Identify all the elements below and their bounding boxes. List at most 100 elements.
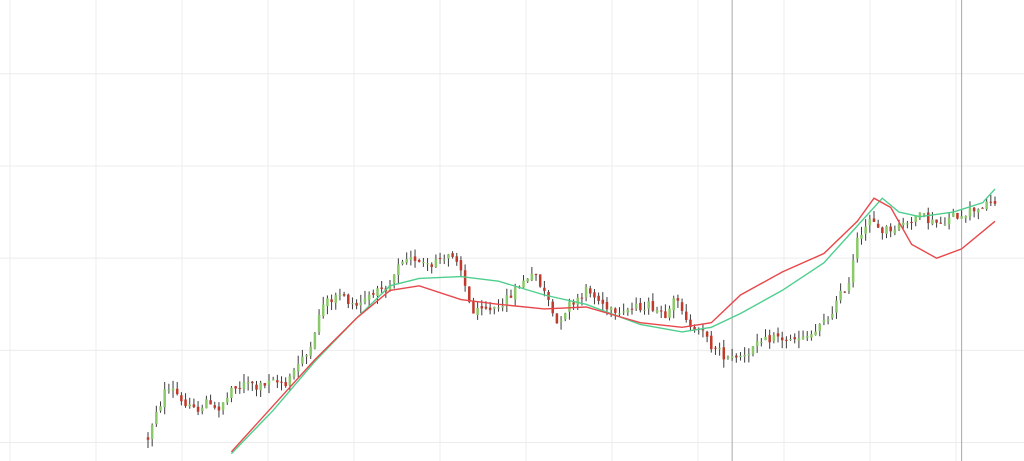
candle xyxy=(384,285,388,298)
candle xyxy=(563,312,567,322)
candle-body-down xyxy=(146,437,150,440)
candle-body-down xyxy=(480,306,484,309)
moving-average-slow-line xyxy=(230,188,996,455)
candle xyxy=(956,212,959,220)
candle-body-down xyxy=(701,328,705,331)
candle-body-down xyxy=(276,380,279,383)
candle-body-up xyxy=(351,303,354,305)
candle-body-down xyxy=(263,383,267,386)
candle-body-up xyxy=(931,219,934,225)
candle-body-down xyxy=(881,227,884,233)
candle-body-up xyxy=(205,399,208,409)
candle xyxy=(960,210,963,219)
candle xyxy=(417,258,421,263)
candle xyxy=(985,197,988,211)
candle xyxy=(330,294,333,311)
candle-body-up xyxy=(497,307,500,309)
candle xyxy=(972,207,976,218)
candle xyxy=(851,254,855,288)
candle-body-up xyxy=(226,397,229,403)
candle-body-down xyxy=(776,333,780,337)
candle xyxy=(292,367,296,380)
candle-body-up xyxy=(831,313,834,318)
candle xyxy=(363,290,367,305)
candle xyxy=(538,274,542,288)
candle xyxy=(188,397,191,409)
candle xyxy=(906,220,909,229)
candle xyxy=(226,392,229,405)
candle xyxy=(626,307,630,316)
candle xyxy=(351,297,354,310)
candle-body-up xyxy=(977,209,980,213)
candle xyxy=(881,226,884,240)
candle-body-up xyxy=(526,278,529,282)
candle-body-down xyxy=(580,297,584,299)
candle xyxy=(150,423,154,447)
candle xyxy=(543,280,546,297)
candle-body-up xyxy=(392,274,396,284)
candle xyxy=(184,393,187,408)
candle xyxy=(155,405,158,427)
candle xyxy=(609,306,613,318)
candle-body-up xyxy=(818,324,822,331)
candle-body-up xyxy=(814,331,817,336)
candle xyxy=(822,313,826,326)
candle-body-down xyxy=(689,319,692,328)
candle xyxy=(743,347,746,363)
candle-body-up xyxy=(906,223,909,225)
candle xyxy=(455,252,459,266)
candle xyxy=(296,355,300,378)
candle-body-down xyxy=(430,264,433,267)
candle xyxy=(180,392,183,406)
candle xyxy=(935,219,938,228)
candle xyxy=(768,329,771,349)
candle-body-down xyxy=(213,405,217,408)
candle xyxy=(668,305,671,321)
candle-body-down xyxy=(255,384,258,390)
candle-body-up xyxy=(743,354,746,357)
candle-body-up xyxy=(426,263,429,265)
candle xyxy=(647,297,650,315)
candle-body-down xyxy=(417,259,421,262)
candle-body-down xyxy=(509,295,513,298)
candle xyxy=(981,207,984,209)
candle-body-up xyxy=(388,284,392,292)
candle xyxy=(589,285,592,298)
candle xyxy=(710,330,713,353)
candle xyxy=(209,394,212,405)
candle-body-down xyxy=(843,291,847,293)
candle xyxy=(860,226,863,245)
candle xyxy=(659,305,663,319)
candle xyxy=(434,254,438,268)
candle-body-down xyxy=(793,337,796,340)
candle-body-up xyxy=(755,341,759,347)
candle-body-up xyxy=(434,259,438,267)
candle xyxy=(789,334,792,341)
candle xyxy=(175,381,179,396)
candle-body-down xyxy=(664,311,667,319)
candle xyxy=(893,225,897,236)
candle-body-down xyxy=(192,404,196,408)
candle-body-up xyxy=(242,382,246,389)
candle-body-down xyxy=(284,382,287,387)
candle xyxy=(472,297,475,314)
candle-body-down xyxy=(710,335,713,350)
candle xyxy=(559,316,563,330)
candle-body-up xyxy=(860,234,863,239)
candle-body-down xyxy=(956,212,959,219)
candle-body-up xyxy=(338,294,342,296)
candle xyxy=(593,289,596,305)
candle xyxy=(555,312,559,324)
candle xyxy=(534,273,538,281)
candle xyxy=(676,294,680,308)
candle-body-up xyxy=(576,297,580,305)
candle-body-up xyxy=(376,288,379,296)
candle-body-up xyxy=(326,298,329,307)
candle-body-down xyxy=(238,387,242,389)
candle xyxy=(831,306,834,320)
candle-body-up xyxy=(672,298,675,311)
crosshair xyxy=(731,0,963,461)
candle xyxy=(584,284,588,302)
